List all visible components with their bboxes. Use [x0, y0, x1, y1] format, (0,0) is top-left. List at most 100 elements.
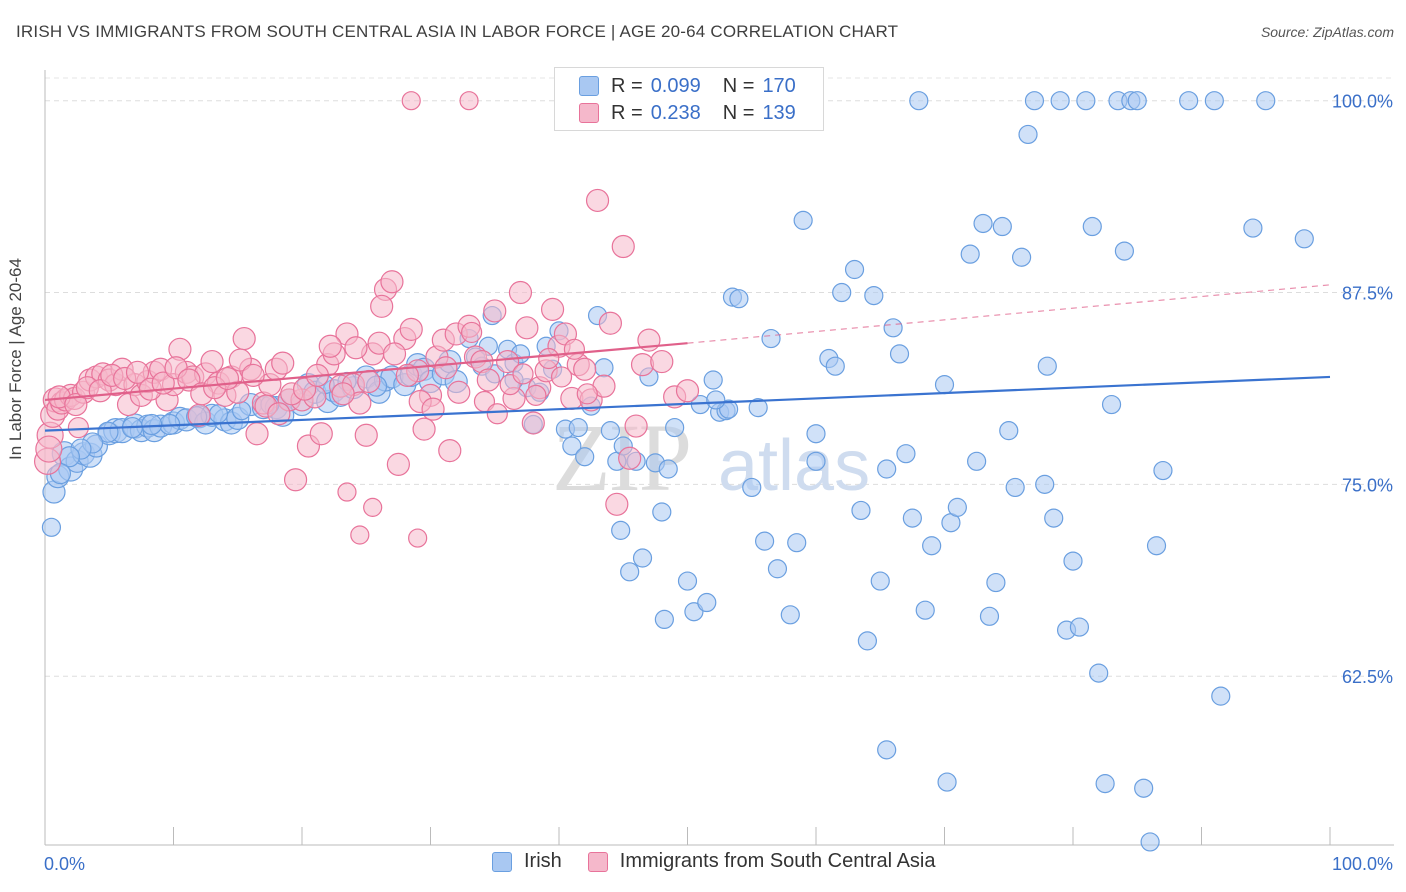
south-central-asia-point — [395, 363, 419, 387]
chart-title: IRISH VS IMMIGRANTS FROM SOUTH CENTRAL A… — [16, 22, 899, 41]
legend-swatch-irish — [492, 851, 512, 872]
south-central-asia-point — [438, 438, 462, 463]
irish-point — [1243, 218, 1263, 238]
irish-point — [1024, 91, 1045, 111]
south-central-asia-point — [125, 360, 150, 384]
south-central-asia-point — [461, 321, 483, 344]
south-central-asia-point — [483, 299, 507, 323]
south-central-asia-point — [363, 497, 383, 517]
x-tick-label-max: 100.0% — [1332, 854, 1393, 874]
x-tick-label-min: 0.0% — [44, 854, 85, 874]
irish-point — [594, 358, 614, 378]
legend-n-value-irish: 170 — [762, 74, 796, 97]
irish-point — [851, 500, 871, 521]
irish-point — [1256, 91, 1276, 111]
irish-point — [1146, 536, 1167, 556]
irish-point — [992, 216, 1012, 237]
irish-point — [1035, 474, 1055, 494]
y-tick-label-3: 62.5% — [1342, 667, 1393, 687]
legend-r-label: R = — [611, 74, 643, 97]
south-central-asia-point — [35, 435, 63, 463]
legend-label-irish: Irish — [524, 850, 562, 872]
irish-point — [1018, 124, 1038, 145]
irish-point — [1011, 247, 1032, 267]
irish-point — [937, 772, 957, 792]
south-central-asia-point — [401, 91, 421, 111]
irish-point — [883, 318, 903, 338]
irish-point — [754, 531, 775, 551]
irish-point — [1179, 91, 1199, 111]
south-central-asia-point — [573, 357, 597, 381]
south-central-asia-point — [67, 416, 90, 439]
south-central-asia-point — [421, 397, 445, 421]
legend-n-value-south-central-asia: 139 — [762, 101, 796, 124]
legend-row-irish: R = 0.099 N = 170 — [579, 73, 818, 99]
south-central-asia-point — [200, 349, 224, 374]
irish-point — [652, 502, 672, 522]
irish-point — [909, 91, 929, 111]
irish-point — [780, 605, 800, 625]
irish-point — [877, 459, 897, 479]
irish-point — [1140, 832, 1160, 852]
south-central-asia-point — [675, 379, 700, 403]
south-central-asia-point — [382, 342, 407, 366]
south-central-asia-point — [370, 294, 394, 318]
irish-point — [1037, 356, 1057, 376]
south-central-asia-point — [337, 482, 357, 502]
irish-point — [857, 631, 878, 651]
south-central-asia-point — [576, 383, 598, 405]
irish-point — [967, 451, 987, 471]
irish-point — [141, 413, 163, 436]
series-legend: Irish Immigrants from South Central Asia — [492, 850, 961, 873]
irish-point — [793, 210, 813, 230]
tick-labels: 100.0% 87.5% 75.0% 62.5% 0.0% 100.0% — [44, 92, 1393, 874]
south-central-asia-point — [283, 468, 308, 492]
irish-point — [232, 401, 252, 421]
irish-trend-line — [44, 375, 1331, 432]
irish-point — [889, 344, 910, 364]
legend-item-south-central-asia: Immigrants from South Central Asia — [587, 850, 936, 873]
south-central-asia-point — [496, 349, 520, 374]
south-central-asia-point — [650, 349, 674, 374]
south-central-asia-point — [563, 338, 586, 360]
south-central-asia-point — [515, 316, 539, 340]
irish-point — [999, 421, 1019, 441]
irish-point — [568, 417, 588, 438]
south-central-asia-point — [538, 347, 560, 370]
south-central-asia-trend-extension — [687, 284, 1331, 344]
south-central-asia-point — [350, 525, 370, 545]
south-central-asia-point — [309, 422, 333, 446]
y-axis-label: In Labor Force | Age 20-64 — [6, 258, 25, 460]
irish-point — [665, 417, 685, 438]
south-central-asia-point — [434, 356, 458, 380]
south-central-asia-point — [585, 188, 610, 213]
south-central-asia-point — [386, 452, 410, 477]
watermark-atlas: atlas — [718, 426, 870, 506]
south-central-asia-point — [476, 368, 500, 392]
irish-point — [742, 477, 762, 498]
south-central-asia-trend-line — [44, 342, 688, 402]
irish-point — [1134, 778, 1154, 798]
irish-point — [658, 459, 678, 479]
south-central-asia-point — [232, 326, 256, 351]
irish-point — [870, 571, 890, 591]
irish-point — [600, 421, 621, 441]
y-tick-label-0: 100.0% — [1332, 92, 1393, 112]
irish-point — [1294, 229, 1314, 249]
irish-point — [1211, 686, 1231, 706]
irish-point — [864, 285, 884, 306]
irish-point — [1076, 91, 1096, 111]
irish-point — [1082, 216, 1102, 237]
south-central-asia-point — [508, 280, 533, 305]
irish-point — [697, 592, 717, 613]
irish-point — [1069, 617, 1090, 637]
legend-r-label: R = — [611, 101, 643, 124]
irish-point — [979, 606, 1000, 626]
irish-point — [729, 289, 749, 309]
legend-label-south-central-asia: Immigrants from South Central Asia — [619, 850, 936, 872]
irish-point — [825, 356, 845, 376]
south-central-asia-point — [354, 423, 378, 447]
south-central-asia-point — [245, 422, 269, 446]
south-central-asia-point — [525, 384, 547, 406]
